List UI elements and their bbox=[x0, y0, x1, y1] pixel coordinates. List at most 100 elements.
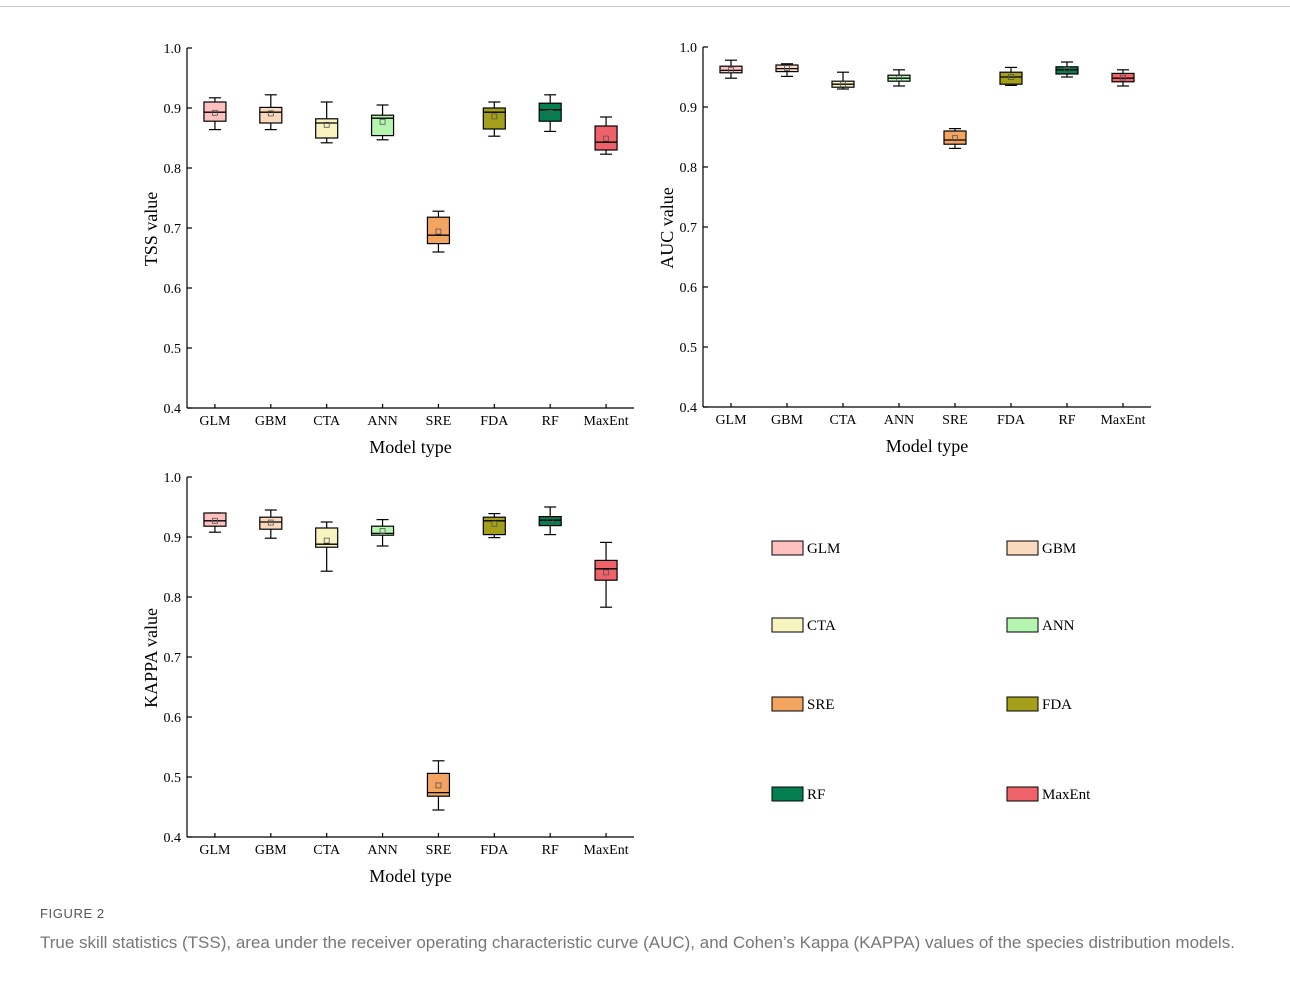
auc-mean-marker-fda bbox=[1008, 74, 1014, 80]
auc-x-tick-label-cta: CTA bbox=[830, 413, 858, 428]
kappa-iqr-box-rf bbox=[538, 515, 562, 527]
kappa-x-tick-label-rf: RF bbox=[542, 843, 559, 858]
figure-label: FIGURE 2 bbox=[40, 906, 105, 921]
legend-swatch-gbm bbox=[1006, 540, 1039, 556]
legend-swatch-sre bbox=[771, 696, 804, 712]
auc-mean-marker-ann bbox=[896, 75, 902, 82]
legend-item-ann: ANN bbox=[1006, 617, 1075, 634]
tss-box-rf bbox=[538, 94, 562, 132]
tss-mean-marker-rf bbox=[547, 109, 554, 116]
legend-label-fda: FDA bbox=[1042, 697, 1072, 713]
tss-iqr-box-cta bbox=[315, 118, 339, 139]
kappa-y-tick-label: 0.4 bbox=[164, 831, 182, 846]
kappa-iqr-box-sre bbox=[426, 772, 451, 797]
auc-box-cta bbox=[831, 71, 855, 90]
tss-x-tick-label-ann: ANN bbox=[367, 414, 397, 429]
tss-box-sre bbox=[426, 210, 451, 253]
legend-label-maxent: MaxEnt bbox=[1042, 787, 1091, 803]
legend-item-glm: GLM bbox=[771, 540, 840, 557]
tss-x-tick-label-fda: FDA bbox=[480, 414, 509, 429]
kappa-x-tick-label-sre: SRE bbox=[426, 843, 452, 858]
tss-mean-marker-fda bbox=[491, 113, 498, 120]
auc-mean-marker-gbm bbox=[784, 65, 790, 71]
legend-swatch-ann bbox=[1006, 617, 1039, 633]
auc-box-sre bbox=[943, 128, 967, 149]
auc-x-tick-label-sre: SRE bbox=[942, 413, 968, 428]
tss-mean-marker-maxent bbox=[603, 135, 609, 142]
auc-y-tick-label: 0.7 bbox=[680, 221, 698, 236]
kappa-mean-marker-maxent bbox=[603, 569, 609, 576]
tss-x-tick-label-cta: CTA bbox=[313, 414, 341, 429]
tss-y-tick-label: 0.4 bbox=[164, 402, 182, 417]
kappa-y-tick-label: 0.8 bbox=[164, 591, 182, 606]
kappa-box-cta bbox=[315, 521, 339, 572]
tss-x-tick-label-glm: GLM bbox=[199, 414, 231, 429]
tss-mean-marker-gbm bbox=[267, 110, 274, 117]
legend-swatch-fda bbox=[1006, 696, 1039, 712]
kappa-mean-marker-rf bbox=[547, 517, 554, 524]
kappa-iqr-box-ann bbox=[370, 525, 395, 536]
top-rule bbox=[0, 6, 1290, 7]
tss-iqr-box-sre bbox=[426, 216, 451, 245]
legend: GLM GBM CTA ANN SRE FDA RF MaxEnt bbox=[771, 540, 1091, 803]
legend-item-cta: CTA bbox=[771, 617, 836, 634]
kappa-iqr-box-gbm bbox=[259, 516, 283, 530]
auc-y-tick-label: 1.0 bbox=[680, 41, 698, 56]
auc-x-tick-label-rf: RF bbox=[1058, 413, 1075, 428]
legend-label-rf: RF bbox=[807, 787, 825, 803]
tss-x-axis-title: Model type bbox=[369, 437, 452, 457]
kappa-x-tick-label-gbm: GBM bbox=[255, 843, 287, 858]
legend-label-gbm: GBM bbox=[1042, 541, 1076, 557]
kappa-x-tick-label-ann: ANN bbox=[367, 843, 397, 858]
kappa-mean-marker-cta bbox=[323, 537, 330, 544]
auc-x-tick-label-maxent: MaxEnt bbox=[1100, 413, 1145, 428]
kappa-mean-marker-glm bbox=[212, 517, 218, 524]
tss-iqr-box-fda bbox=[482, 107, 506, 130]
tss-mean-marker-glm bbox=[212, 109, 218, 116]
figure-caption: True skill statistics (TSS), area under … bbox=[40, 933, 1235, 952]
auc-y-tick-label: 0.8 bbox=[680, 161, 698, 176]
kappa-x-tick-label-maxent: MaxEnt bbox=[584, 843, 629, 858]
auc-y-axis-title: AUC value bbox=[657, 187, 677, 268]
kappa-y-tick-label: 1.0 bbox=[164, 471, 182, 486]
auc-box-ann bbox=[887, 69, 911, 87]
tss-boxplot-panel: 0.4 0.5 0.6 0.7 0.8 0.9 1.0 GLM GBM CTA ANN SRE FDA R… bbox=[141, 42, 634, 457]
tss-y-tick-label: 0.9 bbox=[164, 102, 182, 117]
auc-boxplot-panel: 0.4 0.5 0.6 0.7 0.8 0.9 1.0 GLM GBM CTA ANN SRE FDA R… bbox=[657, 41, 1151, 456]
auc-mean-marker-maxent bbox=[1120, 74, 1126, 81]
legend-label-cta: CTA bbox=[807, 618, 836, 634]
auc-box-maxent bbox=[1111, 69, 1135, 87]
kappa-mean-marker-fda bbox=[491, 520, 498, 527]
kappa-iqr-box-maxent bbox=[594, 559, 618, 581]
auc-x-tick-label-ann: ANN bbox=[884, 413, 914, 428]
kappa-x-tick-label-fda: FDA bbox=[480, 843, 509, 858]
tss-box-ann bbox=[370, 104, 395, 141]
legend-swatch-cta bbox=[771, 617, 804, 633]
legend-swatch-maxent bbox=[1006, 786, 1039, 802]
auc-box-fda bbox=[999, 66, 1023, 87]
auc-mean-marker-rf bbox=[1064, 66, 1070, 73]
kappa-y-axis-title: KAPPA value bbox=[141, 608, 161, 708]
kappa-mean-marker-gbm bbox=[267, 519, 274, 526]
legend-item-fda: FDA bbox=[1006, 696, 1072, 713]
kappa-box-glm bbox=[203, 512, 227, 533]
kappa-box-rf bbox=[538, 506, 562, 536]
tss-x-tick-label-sre: SRE bbox=[426, 414, 452, 429]
auc-iqr-box-fda bbox=[999, 71, 1023, 85]
figure-canvas: 0.4 0.5 0.6 0.7 0.8 0.9 1.0 GLM GBM CTA ANN SRE FDA R… bbox=[141, 41, 1151, 886]
tss-mean-marker-ann bbox=[379, 118, 386, 125]
kappa-mean-marker-ann bbox=[379, 528, 386, 534]
auc-x-tick-label-glm: GLM bbox=[715, 413, 747, 428]
auc-x-tick-label-fda: FDA bbox=[997, 413, 1026, 428]
auc-mean-marker-cta bbox=[840, 81, 846, 88]
tss-box-gbm bbox=[259, 94, 283, 131]
tss-iqr-box-maxent bbox=[594, 125, 618, 151]
tss-box-fda bbox=[482, 101, 506, 137]
tss-x-tick-label-rf: RF bbox=[542, 414, 559, 429]
auc-x-axis-title: Model type bbox=[886, 436, 969, 456]
kappa-iqr-box-glm bbox=[203, 512, 227, 527]
tss-box-cta bbox=[315, 101, 339, 144]
auc-mean-marker-sre bbox=[952, 135, 958, 142]
legend-item-gbm: GBM bbox=[1006, 540, 1076, 557]
auc-y-tick-label: 0.6 bbox=[680, 281, 698, 296]
